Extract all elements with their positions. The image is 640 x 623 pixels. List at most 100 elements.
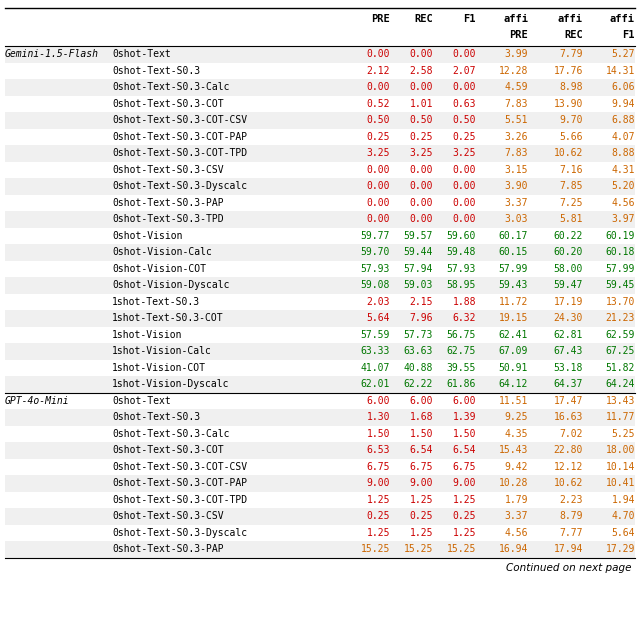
Text: 1.25: 1.25 xyxy=(452,528,476,538)
Text: 6.75: 6.75 xyxy=(367,462,390,472)
Text: 59.47: 59.47 xyxy=(554,280,583,290)
Text: 1.94: 1.94 xyxy=(611,495,635,505)
Text: 67.25: 67.25 xyxy=(605,346,635,356)
Bar xyxy=(5,343,635,359)
Text: 10.62: 10.62 xyxy=(554,478,583,488)
Text: 7.96: 7.96 xyxy=(410,313,433,323)
Text: 59.77: 59.77 xyxy=(360,231,390,240)
Text: 1.25: 1.25 xyxy=(410,495,433,505)
Text: 5.81: 5.81 xyxy=(559,214,583,224)
Text: 0.00: 0.00 xyxy=(410,49,433,59)
Text: F1: F1 xyxy=(463,14,476,24)
Text: 5.64: 5.64 xyxy=(611,528,635,538)
Bar xyxy=(5,442,635,459)
Text: 7.77: 7.77 xyxy=(559,528,583,538)
Text: 0.25: 0.25 xyxy=(410,131,433,142)
Text: 17.94: 17.94 xyxy=(554,545,583,554)
Bar xyxy=(5,409,635,426)
Text: 0shot-Text-S0.3-Dyscalc: 0shot-Text-S0.3-Dyscalc xyxy=(112,528,247,538)
Text: 5.27: 5.27 xyxy=(611,49,635,59)
Text: Continued on next page: Continued on next page xyxy=(506,563,632,573)
Text: 1.25: 1.25 xyxy=(452,495,476,505)
Text: 6.53: 6.53 xyxy=(367,445,390,455)
Bar xyxy=(5,508,635,525)
Text: 4.07: 4.07 xyxy=(611,131,635,142)
Bar xyxy=(5,178,635,194)
Text: PRE: PRE xyxy=(509,31,528,40)
Bar xyxy=(5,260,635,277)
Bar xyxy=(5,128,635,145)
Text: 1.88: 1.88 xyxy=(452,297,476,307)
Text: 9.00: 9.00 xyxy=(367,478,390,488)
Text: 0shot-Vision-COT: 0shot-Vision-COT xyxy=(112,264,206,273)
Text: 0.50: 0.50 xyxy=(452,115,476,125)
Text: 9.00: 9.00 xyxy=(452,478,476,488)
Bar xyxy=(5,194,635,211)
Text: 10.14: 10.14 xyxy=(605,462,635,472)
Text: 41.07: 41.07 xyxy=(360,363,390,373)
Text: 5.51: 5.51 xyxy=(504,115,528,125)
Text: 9.94: 9.94 xyxy=(611,99,635,109)
Text: 1shot-Vision-Dyscalc: 1shot-Vision-Dyscalc xyxy=(112,379,230,389)
Text: affi: affi xyxy=(558,14,583,24)
Text: 3.90: 3.90 xyxy=(504,181,528,191)
Text: 60.15: 60.15 xyxy=(499,247,528,257)
Text: 1shot-Text-S0.3: 1shot-Text-S0.3 xyxy=(112,297,200,307)
Text: 17.19: 17.19 xyxy=(554,297,583,307)
Text: 1.79: 1.79 xyxy=(504,495,528,505)
Text: F1: F1 xyxy=(623,31,635,40)
Text: 1.01: 1.01 xyxy=(410,99,433,109)
Text: 13.70: 13.70 xyxy=(605,297,635,307)
Text: 3.15: 3.15 xyxy=(504,164,528,174)
Text: 0.00: 0.00 xyxy=(410,197,433,207)
Text: 0.00: 0.00 xyxy=(367,181,390,191)
Text: 6.54: 6.54 xyxy=(410,445,433,455)
Text: 64.24: 64.24 xyxy=(605,379,635,389)
Text: 12.12: 12.12 xyxy=(554,462,583,472)
Text: 4.56: 4.56 xyxy=(611,197,635,207)
Text: 1shot-Vision-Calc: 1shot-Vision-Calc xyxy=(112,346,212,356)
Text: 0.50: 0.50 xyxy=(410,115,433,125)
Text: 0shot-Text-S0.3-PAP: 0shot-Text-S0.3-PAP xyxy=(112,197,223,207)
Bar xyxy=(5,161,635,178)
Text: 0.00: 0.00 xyxy=(452,181,476,191)
Text: 0.25: 0.25 xyxy=(452,131,476,142)
Text: 62.01: 62.01 xyxy=(360,379,390,389)
Text: 0shot-Text-S0.3-COT-CSV: 0shot-Text-S0.3-COT-CSV xyxy=(112,462,247,472)
Bar xyxy=(5,392,635,409)
Text: 19.15: 19.15 xyxy=(499,313,528,323)
Bar xyxy=(5,244,635,260)
Text: 11.72: 11.72 xyxy=(499,297,528,307)
Text: 9.70: 9.70 xyxy=(559,115,583,125)
Text: 0.50: 0.50 xyxy=(367,115,390,125)
Text: 3.25: 3.25 xyxy=(367,148,390,158)
Text: 59.48: 59.48 xyxy=(447,247,476,257)
Text: affi: affi xyxy=(503,14,528,24)
Text: 4.35: 4.35 xyxy=(504,429,528,439)
Text: 61.86: 61.86 xyxy=(447,379,476,389)
Text: 0shot-Text: 0shot-Text xyxy=(112,396,171,406)
Text: 50.91: 50.91 xyxy=(499,363,528,373)
Text: 0shot-Text-S0.3-CSV: 0shot-Text-S0.3-CSV xyxy=(112,164,223,174)
Text: 3.26: 3.26 xyxy=(504,131,528,142)
Text: 2.03: 2.03 xyxy=(367,297,390,307)
Text: Gemini-1.5-Flash: Gemini-1.5-Flash xyxy=(5,49,99,59)
Text: 4.31: 4.31 xyxy=(611,164,635,174)
Text: 3.25: 3.25 xyxy=(410,148,433,158)
Bar xyxy=(5,376,635,392)
Bar xyxy=(5,211,635,227)
Text: 57.94: 57.94 xyxy=(404,264,433,273)
Text: 0shot-Text-S0.3-COT-TPD: 0shot-Text-S0.3-COT-TPD xyxy=(112,495,247,505)
Bar xyxy=(5,310,635,326)
Text: 4.59: 4.59 xyxy=(504,82,528,92)
Text: 1.25: 1.25 xyxy=(367,528,390,538)
Bar xyxy=(5,79,635,95)
Text: 0shot-Text-S0.3-COT: 0shot-Text-S0.3-COT xyxy=(112,445,223,455)
Text: 59.03: 59.03 xyxy=(404,280,433,290)
Text: 58.00: 58.00 xyxy=(554,264,583,273)
Text: 24.30: 24.30 xyxy=(554,313,583,323)
Text: 56.75: 56.75 xyxy=(447,330,476,340)
Bar xyxy=(5,277,635,293)
Text: 0shot-Text-S0.3-COT-PAP: 0shot-Text-S0.3-COT-PAP xyxy=(112,478,247,488)
Text: 16.94: 16.94 xyxy=(499,545,528,554)
